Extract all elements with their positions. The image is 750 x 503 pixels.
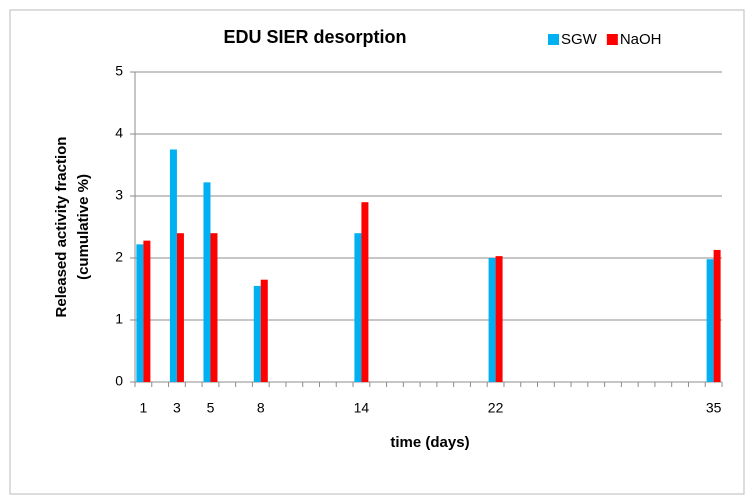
bar <box>143 240 151 382</box>
bar <box>361 202 369 382</box>
x-tick-label: 3 <box>173 400 181 416</box>
y-axis-title: Released activity fraction <box>53 137 70 318</box>
chart-border <box>9 9 745 495</box>
bar <box>176 233 184 382</box>
legend-swatch <box>548 34 559 45</box>
y-tick-label: 5 <box>115 63 123 79</box>
bar <box>260 279 268 382</box>
y-axis-title: (cumulative %) <box>75 174 92 280</box>
bar <box>495 256 503 382</box>
bar <box>354 233 362 382</box>
x-tick-label: 14 <box>354 400 370 416</box>
legend-swatch <box>606 34 618 45</box>
legend-label: SGW <box>561 31 598 48</box>
bar <box>488 258 496 382</box>
bar <box>203 182 211 382</box>
bar <box>713 249 721 382</box>
x-axis-title: time (days) <box>390 434 469 451</box>
bar <box>210 233 218 382</box>
bar <box>706 259 714 382</box>
chart-title: EDU SIER desorption <box>223 27 406 47</box>
y-tick-label: 4 <box>115 125 123 141</box>
y-tick-label: 3 <box>115 187 123 203</box>
x-tick-label: 1 <box>139 400 147 416</box>
bar <box>169 149 177 382</box>
x-tick-label: 5 <box>207 400 215 416</box>
x-tick-label: 35 <box>706 400 722 416</box>
y-tick-label: 1 <box>115 311 123 327</box>
x-tick-label: 22 <box>488 400 504 416</box>
x-tick-label: 8 <box>257 400 265 416</box>
y-tick-label: 0 <box>115 373 123 389</box>
bar <box>253 285 261 382</box>
y-tick-label: 2 <box>115 249 123 265</box>
bar <box>136 244 144 382</box>
legend-label: NaOH <box>620 31 662 48</box>
